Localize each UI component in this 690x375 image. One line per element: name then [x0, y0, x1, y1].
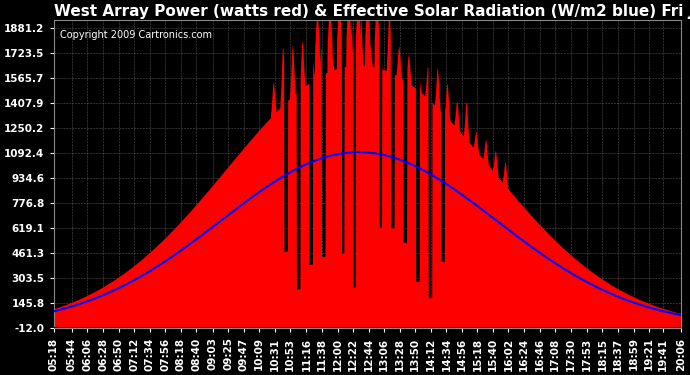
Text: Copyright 2009 Cartronics.com: Copyright 2009 Cartronics.com [60, 30, 212, 40]
Text: West Array Power (watts red) & Effective Solar Radiation (W/m2 blue) Fri Jun 5 2: West Array Power (watts red) & Effective… [54, 4, 690, 19]
